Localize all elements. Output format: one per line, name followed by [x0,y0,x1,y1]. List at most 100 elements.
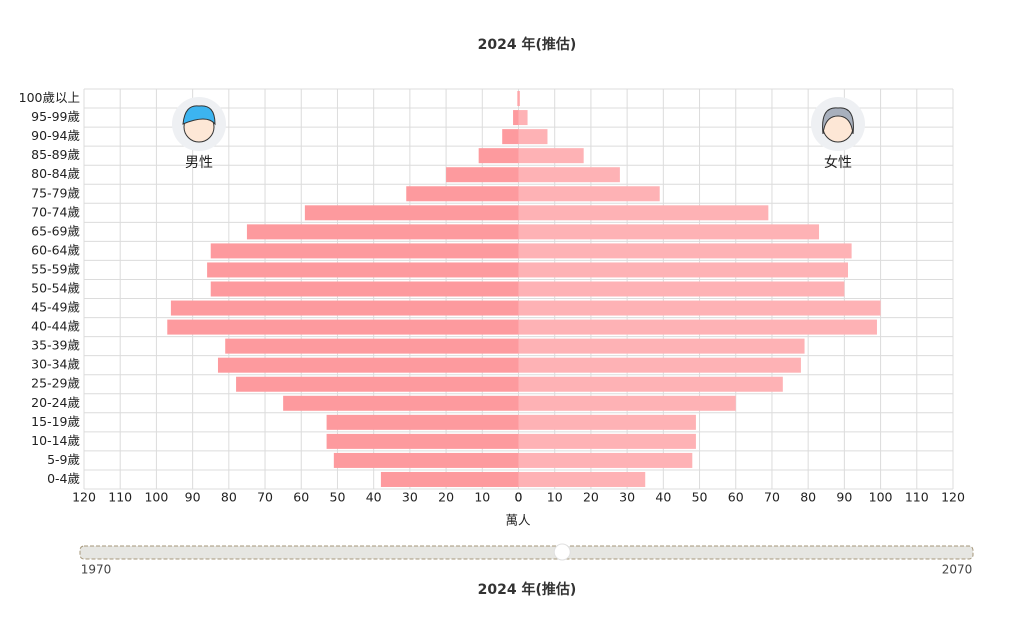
x-tick-label: 60 [728,490,744,505]
x-tick-label: 50 [330,490,346,505]
y-tick-label: 80-84歲 [31,166,80,181]
bar [518,262,848,278]
bar [217,357,519,373]
x-tick-label: 80 [221,490,237,505]
slider-min-label: 1970 [81,563,112,577]
x-tick-label: 70 [257,490,273,505]
bar [518,243,852,259]
bar [246,224,519,240]
x-tick-label: 30 [619,490,635,505]
bar [225,338,519,354]
x-tick-label: 60 [293,490,309,505]
x-tick-label: 90 [185,490,201,505]
bar [518,167,620,183]
bar [518,433,696,449]
bar [326,414,519,430]
legend-item: 男性 [172,97,226,171]
x-tick-label: 70 [764,490,780,505]
bar [478,148,519,164]
y-tick-label: 30-34歲 [31,357,80,372]
x-tick-label: 10 [474,490,490,505]
bar [170,300,519,316]
bar [446,167,519,183]
bar [333,452,519,468]
bar [210,281,519,297]
y-tick-label: 15-19歲 [31,414,80,429]
bar [517,91,519,107]
y-tick-label: 45-49歲 [31,300,80,315]
bar [513,110,519,126]
bar [210,243,519,259]
bar [167,319,519,335]
x-tick-label: 10 [547,490,563,505]
x-axis-label: 萬人 [505,513,531,528]
bar [518,91,520,107]
x-tick-label: 120 [72,490,96,505]
x-tick-label: 100 [869,490,893,505]
bar [518,452,693,468]
x-tick-label: 110 [905,490,929,505]
slider-track [79,545,974,560]
x-tick-label: 120 [941,490,965,505]
x-tick-label: 80 [800,490,816,505]
bar [236,376,519,392]
x-tick-label: 100 [144,490,168,505]
x-tick-label: 20 [438,490,454,505]
y-tick-label: 100歲以上 [19,90,80,105]
y-tick-label: 55-59歲 [31,261,80,276]
x-tick-label: 90 [836,490,852,505]
slider-max-label: 2070 [942,563,973,577]
bar [518,357,801,373]
bar [518,281,845,297]
bar [518,414,696,430]
bar [518,205,769,221]
bar [502,129,519,145]
bar [518,186,660,202]
bar [518,319,877,335]
bar [518,148,584,164]
x-tick-label: 50 [692,490,708,505]
bar [518,395,736,411]
bar [326,433,519,449]
y-tick-label: 70-74歲 [31,204,80,219]
bar [406,186,519,202]
y-tick-label: 5-9歲 [47,452,80,467]
y-tick-label: 75-79歲 [31,185,80,200]
slider-title: 2024 年(推估) [478,581,577,598]
legend-label: 女性 [824,154,852,171]
chart-title: 2024 年(推估) [478,36,577,53]
y-tick-label: 85-89歲 [31,147,80,162]
bar [380,471,519,487]
bar [283,395,519,411]
x-tick-label: 0 [515,490,523,505]
y-tick-label: 60-64歲 [31,242,80,257]
legend-label: 男性 [185,155,213,171]
x-tick-label: 40 [655,490,671,505]
legend-icon-hair [822,107,854,135]
y-tick-label: 40-44歲 [31,319,80,334]
x-tick-label: 40 [366,490,382,505]
y-tick-label: 95-99歲 [31,109,80,124]
x-tick-label: 110 [108,490,132,505]
bar [518,338,805,354]
y-tick-label: 90-94歲 [31,128,80,143]
y-tick-label: 65-69歲 [31,223,80,238]
slider-thumb[interactable] [553,543,571,561]
y-tick-label: 25-29歲 [31,376,80,391]
legend-item: 女性 [811,97,865,171]
bar [518,300,881,316]
y-tick-label: 50-54歲 [31,281,80,296]
x-tick-label: 0 [515,490,523,505]
bar [304,205,519,221]
y-tick-label: 35-39歲 [31,338,80,353]
x-tick-label: 20 [583,490,599,505]
bar [518,471,646,487]
bar [518,129,548,145]
y-tick-label: 0-4歲 [47,471,80,486]
bar [518,110,528,126]
legend-icon-hair [182,105,216,126]
bar [518,224,820,240]
x-tick-label: 30 [402,490,418,505]
bar [207,262,519,278]
